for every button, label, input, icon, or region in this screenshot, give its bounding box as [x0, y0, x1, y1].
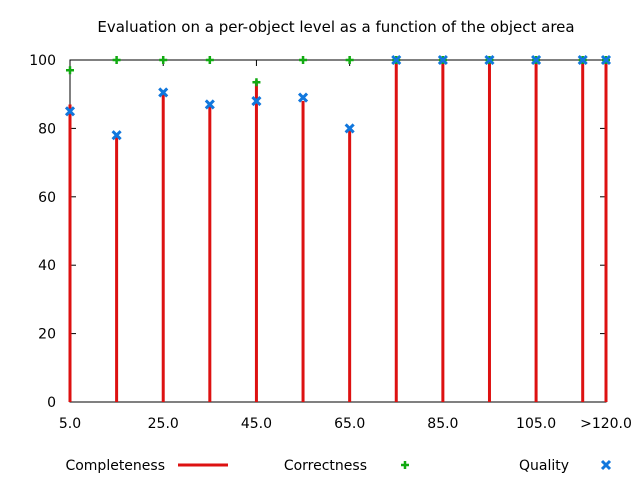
plot-frame — [69, 59, 607, 403]
legend: Completeness Correctness Quality — [65, 458, 612, 474]
correctness-point — [252, 78, 261, 87]
chart-title: Evaluation on a per-object level as a fu… — [97, 18, 574, 36]
quality-point — [577, 54, 588, 66]
x-tick-label: 25.0 — [148, 416, 179, 432]
quality-point — [484, 54, 495, 66]
x-tick-label: 5.0 — [59, 416, 81, 432]
x-tick-label: 65.0 — [334, 416, 365, 432]
correctness-point — [205, 56, 214, 64]
quality-point — [531, 54, 542, 66]
y-tick-label: 0 — [47, 395, 56, 411]
quality-point — [158, 87, 169, 98]
legend-label-quality: Quality — [519, 458, 569, 474]
y-tick-label: 80 — [38, 121, 56, 137]
correctness-point — [112, 56, 121, 64]
correctness-point — [345, 56, 354, 64]
legend-label-correctness: Correctness — [284, 458, 367, 474]
x-tick-label: 45.0 — [241, 416, 272, 432]
y-tick-label: 100 — [29, 53, 56, 69]
quality-point — [391, 54, 402, 66]
quality-point — [251, 95, 262, 107]
quality-series — [64, 54, 612, 141]
quality-point — [344, 123, 355, 134]
legend-label-completeness: Completeness — [65, 458, 165, 474]
y-tick-label: 40 — [38, 258, 56, 274]
x-tick-label: >120.0 — [580, 416, 632, 432]
correctness-point — [299, 56, 308, 64]
y-tick-label: 60 — [38, 190, 56, 206]
legend-swatch-quality — [600, 459, 612, 471]
completeness-series — [68, 60, 608, 402]
quality-point — [111, 130, 122, 141]
correctness-series — [66, 56, 610, 87]
y-tick-label: 20 — [38, 327, 56, 343]
y-axis: 0 20 40 60 80 100 — [29, 53, 606, 411]
quality-point — [297, 92, 309, 103]
correctness-point — [66, 66, 74, 75]
x-tick-label: 85.0 — [427, 416, 458, 432]
quality-point — [600, 54, 612, 66]
legend-swatch-correctness — [401, 461, 409, 469]
x-tick-label: 105.0 — [516, 416, 556, 432]
x-axis: 5.0 25.0 45.0 65.0 85.0 105.0 >120.0 — [59, 60, 632, 432]
correctness-point — [159, 56, 168, 64]
quality-point — [204, 99, 215, 110]
quality-point — [64, 106, 76, 117]
quality-point — [437, 54, 448, 66]
